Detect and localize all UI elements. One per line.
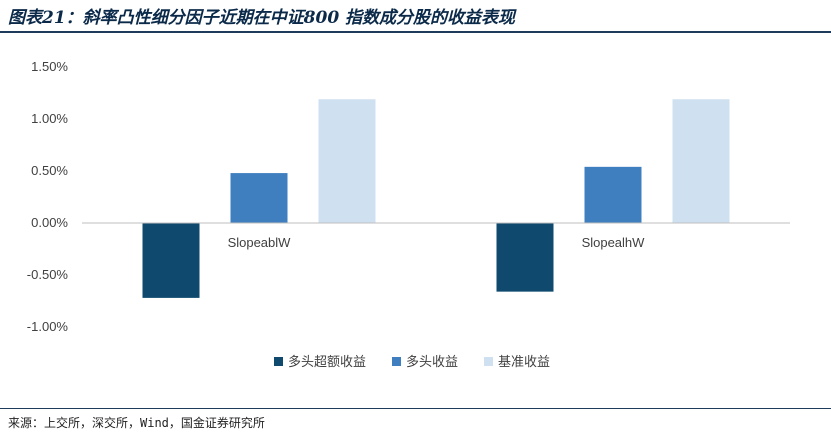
- bar-2-2: [584, 166, 642, 223]
- y-tick-label: 0.50%: [31, 163, 68, 178]
- legend-swatch-3: [484, 357, 493, 366]
- y-tick-label: 0.00%: [31, 215, 68, 230]
- bar-1-2: [496, 223, 554, 292]
- bar-2-1: [230, 173, 288, 223]
- y-tick-label: -1.00%: [27, 319, 69, 334]
- legend-swatch-2: [392, 357, 401, 366]
- source-rule: [0, 408, 831, 409]
- bar-3-2: [672, 99, 730, 223]
- legend-label-2: 多头收益: [406, 354, 458, 369]
- legend-label-3: 基准收益: [498, 354, 550, 369]
- y-tick-label: 1.00%: [31, 111, 68, 126]
- y-tick-label: 1.50%: [31, 59, 68, 74]
- title-rule: [0, 31, 831, 33]
- source-note: 来源：上交所，深交所，Wind，国金证券研究所: [8, 416, 265, 430]
- figure-title: 图表21：斜率凸性细分因子近期在中证800 指数成分股的收益表现: [8, 8, 516, 28]
- category-label: SlopealhW: [582, 235, 646, 250]
- bar-chart: 1.50% 1.00% 0.50% 0.00% -0.50% -1.00% Slopeab…: [27, 59, 790, 369]
- category-label: SlopeablW: [228, 235, 292, 250]
- y-tick-label: -0.50%: [27, 267, 69, 282]
- legend: 多头超额收益 多头收益 基准收益: [274, 354, 550, 369]
- legend-label-1: 多头超额收益: [288, 354, 366, 369]
- legend-swatch-1: [274, 357, 283, 366]
- bar-3-1: [318, 99, 376, 223]
- bar-1-1: [142, 223, 200, 298]
